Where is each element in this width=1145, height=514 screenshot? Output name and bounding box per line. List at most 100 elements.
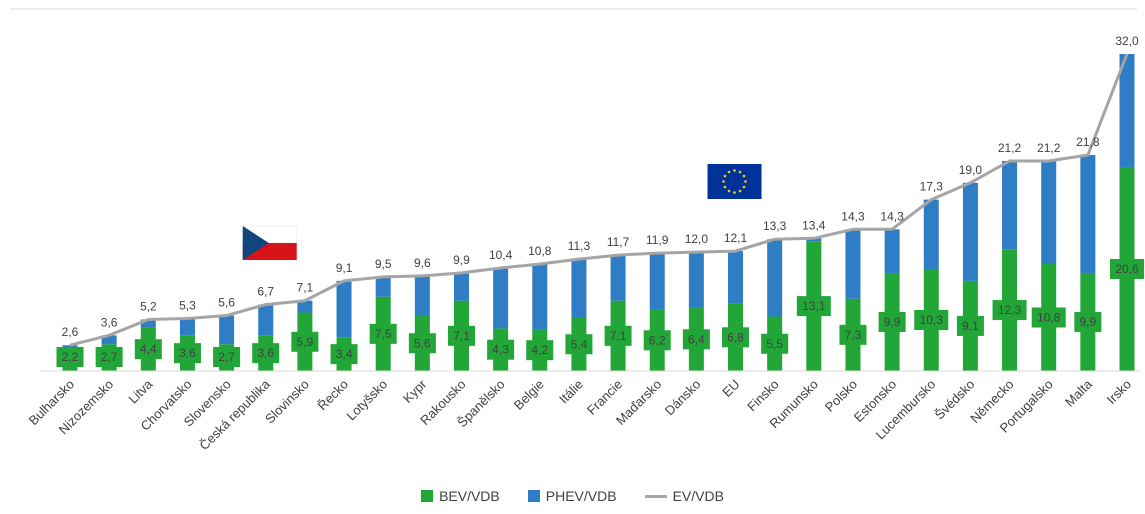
- bar-phev: [532, 264, 548, 330]
- data-label-bev: 10,3: [920, 313, 944, 327]
- bar-phev: [728, 251, 744, 304]
- data-label-bev-box: [914, 309, 949, 330]
- bar-phev: [1119, 54, 1135, 167]
- data-label-bev: 5,5: [766, 337, 783, 351]
- legend-item-phev: PHEV/VDB: [527, 488, 617, 504]
- data-label-bev-box: [992, 300, 1027, 321]
- data-label-ev: 9,9: [453, 253, 470, 267]
- bar-phev: [884, 229, 900, 273]
- data-label-ev: 6,7: [257, 285, 274, 299]
- data-label-ev: 12,1: [724, 231, 748, 245]
- x-tick-label: Dánsko: [662, 377, 704, 419]
- x-tick-label: Malta: [1062, 376, 1096, 410]
- x-tick-label: Řecko: [314, 377, 351, 414]
- data-label-bev-box: [565, 334, 593, 355]
- data-label-ev: 21,2: [998, 141, 1022, 155]
- data-label-ev: 10,4: [489, 248, 513, 262]
- data-label-ev: 11,3: [568, 239, 591, 253]
- data-label-bev-box: [1110, 258, 1144, 279]
- bar-phev: [649, 253, 665, 310]
- legend-label-ev: EV/VDB: [672, 488, 724, 504]
- data-label-bev: 4,4: [140, 342, 157, 356]
- data-label-bev-box: [956, 315, 984, 336]
- data-label-ev: 9,6: [414, 256, 431, 270]
- x-tick-label: Polsko: [822, 377, 860, 415]
- data-label-bev-box: [604, 325, 632, 346]
- x-tick-label: Itálie: [556, 377, 586, 407]
- data-label-bev: 3,4: [336, 347, 353, 361]
- data-label-ev: 21,8: [1076, 135, 1100, 149]
- bar-phev: [1080, 155, 1096, 273]
- x-tick-label: Finsko: [744, 377, 782, 415]
- bar-phev: [453, 272, 469, 301]
- data-label-ev: 12,0: [685, 232, 709, 246]
- legend-item-ev: EV/VDB: [644, 488, 724, 504]
- data-label-ev: 7,1: [297, 281, 314, 295]
- legend-label-bev: BEV/VDB: [439, 488, 500, 504]
- data-label-bev: 7,1: [610, 329, 627, 343]
- data-label-bev-box: [330, 344, 358, 365]
- x-tick-label: Belgie: [511, 377, 547, 413]
- bar-phev: [101, 335, 117, 345]
- bar-phev: [845, 229, 861, 299]
- data-label-bev: 5,4: [571, 337, 588, 351]
- data-label-bev: 5,9: [297, 335, 314, 349]
- data-label-ev: 9,5: [375, 257, 392, 271]
- data-label-ev: 5,3: [179, 298, 196, 312]
- data-label-ev: 10,8: [528, 244, 552, 258]
- data-label-ev: 32,0: [1115, 34, 1139, 48]
- legend-swatch-phev: [527, 490, 540, 502]
- bar-phev: [1041, 160, 1057, 265]
- data-label-bev-box: [56, 347, 84, 367]
- data-label-bev: 13,1: [802, 299, 826, 313]
- data-label-bev: 6,2: [649, 333, 666, 347]
- data-label-ev: 13,3: [763, 219, 787, 233]
- data-label-bev: 3,6: [257, 346, 274, 360]
- bar-phev: [140, 319, 156, 328]
- data-label-ev: 5,2: [140, 299, 157, 313]
- x-tick-label: Lotyšsko: [343, 377, 390, 424]
- data-label-ev: 13,4: [802, 218, 826, 232]
- data-label-bev: 2,2: [62, 350, 79, 364]
- data-label-bev: 12,3: [998, 303, 1022, 317]
- bar-phev: [297, 300, 313, 313]
- data-label-bev: 9,9: [1080, 315, 1097, 329]
- data-label-bev-box: [447, 325, 475, 346]
- bar-phev: [962, 182, 978, 281]
- legend-swatch-ev: [644, 494, 667, 498]
- data-label-bev: 2,7: [218, 350, 235, 364]
- bar-phev: [610, 255, 626, 301]
- bar-phev: [767, 239, 783, 317]
- data-label-bev-box: [134, 339, 162, 360]
- legend: BEV/VDB PHEV/VDB EV/VDB: [0, 488, 1145, 504]
- data-label-bev: 9,9: [884, 315, 901, 329]
- data-label-bev-box: [213, 347, 241, 367]
- bar-phev: [493, 267, 509, 329]
- bar-phev: [258, 304, 274, 336]
- data-label-bev-box: [761, 333, 789, 354]
- data-label-ev: 11,7: [607, 235, 630, 249]
- data-label-bev-box: [173, 343, 201, 364]
- data-label-bev: 20,6: [1115, 262, 1139, 276]
- data-label-bev-box: [878, 311, 906, 332]
- bar-phev: [375, 276, 391, 297]
- legend-swatch-bev: [421, 490, 434, 502]
- data-label-ev: 21,2: [1037, 141, 1061, 155]
- data-label-bev: 4,2: [531, 343, 548, 357]
- data-label-ev: 3,6: [101, 315, 118, 329]
- bar-phev: [1002, 160, 1018, 250]
- data-label-bev: 7,1: [453, 329, 470, 343]
- data-label-bev: 4,3: [492, 343, 509, 357]
- bar-phev: [414, 275, 430, 316]
- eu-flag-icon: [707, 164, 762, 199]
- bar-phev: [336, 280, 352, 338]
- data-label-bev-box: [722, 327, 750, 348]
- data-label-bev-box: [526, 340, 554, 361]
- chart-plot: 2,62,2Bulharsko3,62,7Nizozemsko5,24,4Lit…: [10, 8, 1144, 453]
- data-label-bev-box: [252, 343, 280, 364]
- bar-phev: [688, 252, 704, 308]
- data-label-bev-box: [796, 296, 831, 317]
- series-line-ev: [69, 53, 1129, 347]
- legend-item-bev: BEV/VDB: [421, 488, 500, 504]
- bar-phev: [179, 318, 195, 336]
